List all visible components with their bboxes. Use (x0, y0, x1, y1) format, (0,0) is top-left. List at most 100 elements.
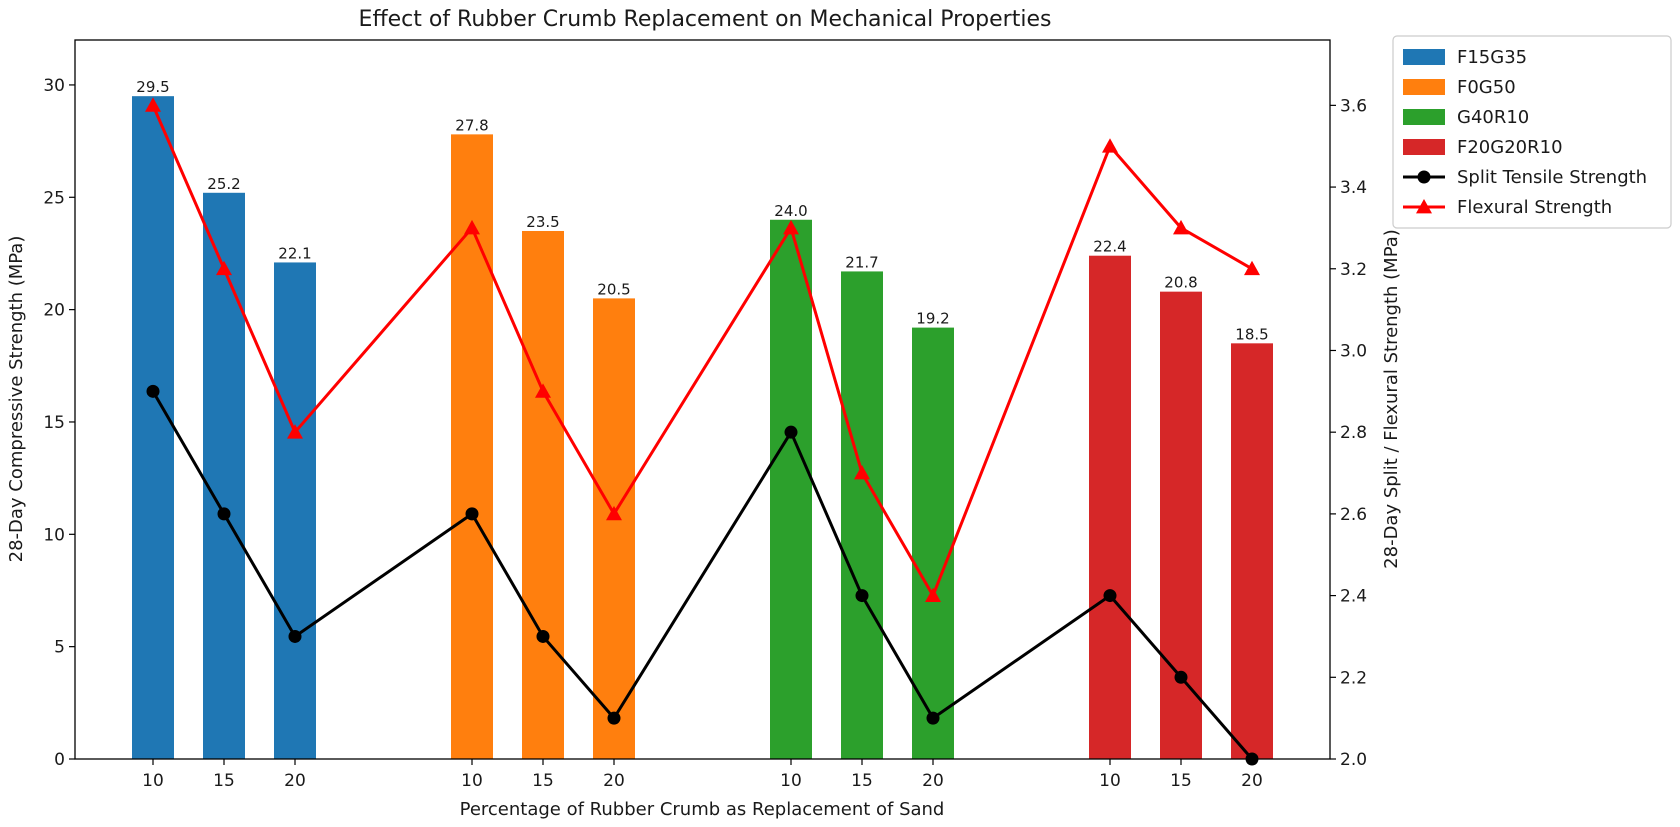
legend-swatch (1403, 79, 1445, 95)
plot-frame (74, 39, 1331, 760)
x-axis-label: Percentage of Rubber Crumb as Replacemen… (460, 799, 945, 820)
data-label: 22.1 (278, 244, 311, 262)
flexural-strength-point (145, 97, 161, 112)
y-axis-right-label: 28-Day Split / Flexural Strength (MPa) (1381, 229, 1402, 569)
legend: F15G35 F0G50 G40R10 F20G20R10 Split Tensile … (1392, 35, 1672, 229)
data-label: 20.5 (597, 280, 630, 298)
flexural-strength-point (464, 219, 480, 235)
y-right-tick-label: 2.4 (1340, 587, 1367, 607)
y-tick-label: 30 (43, 76, 65, 96)
flexural-strength-point (287, 424, 303, 439)
legend-marker (1416, 199, 1432, 214)
flexural-strength-line (151, 104, 1253, 598)
bar-F20G20R10-20 (1231, 343, 1273, 759)
axes: 0 5 10 15 20 25 30 2.0 2.2 2.4 2.6 2.8 3.0 3.2 3.4 3.6 1… (43, 76, 1367, 791)
y-right-tick-label: 2.6 (1340, 505, 1367, 525)
x-tick-label: 10 (142, 771, 164, 791)
y-right-tick-label: 2.0 (1340, 750, 1367, 770)
data-label: 27.8 (455, 116, 488, 134)
x-tick-label: 20 (284, 771, 306, 791)
x-tick-label: 20 (922, 771, 944, 791)
y-tick-label: 20 (43, 301, 65, 321)
bar-G40R10-10 (770, 219, 812, 759)
y-tick-label: 25 (43, 188, 65, 208)
split-tensile-strength-point (217, 507, 231, 521)
legend-label: F0G50 (1457, 77, 1516, 98)
flexural-strength-point (925, 587, 941, 602)
x-tick-label: 15 (213, 771, 235, 791)
split-tensile-strength-point (1103, 589, 1117, 603)
bar-F15G35-15 (203, 192, 245, 760)
y-tick-label: 10 (43, 525, 65, 545)
legend-label: G40R10 (1457, 107, 1529, 128)
legend-label: Split Tensile Strength (1457, 167, 1647, 188)
legend-swatch (1403, 139, 1445, 155)
bars: 29.5 25.2 22.1 27.8 23.5 20.5 24.0 21.7 19.2 22.4… (132, 78, 1273, 760)
legend-swatch (1403, 49, 1445, 65)
flexural-strength-point (535, 383, 551, 398)
x-tick-label: 10 (1099, 771, 1121, 791)
y-axis-label: 28-Day Compressive Strength (MPa) (6, 236, 27, 563)
x-tick-label: 15 (851, 771, 873, 791)
chart-title: Effect of Rubber Crumb Replacement on Me… (359, 7, 1052, 32)
legend-marker (1417, 170, 1431, 184)
bar-F0G50-20 (593, 298, 635, 759)
y-right-tick-label: 3.4 (1340, 178, 1367, 198)
x-tick-label: 15 (1170, 771, 1192, 791)
flexural-strength-point (1102, 138, 1118, 153)
split-tensile-strength-point (855, 589, 869, 603)
y-right-tick-label: 3.6 (1340, 96, 1367, 116)
bar-F15G35-20 (274, 262, 316, 759)
split-tensile-strength-point (1174, 670, 1188, 684)
x-tick-label: 10 (780, 771, 802, 791)
data-label: 21.7 (845, 253, 878, 271)
flexural-strength-point (1244, 260, 1260, 276)
y-tick-label: 5 (54, 638, 65, 658)
data-label: 20.8 (1164, 274, 1197, 292)
data-label: 29.5 (136, 78, 169, 96)
split-tensile-strength-point (784, 425, 798, 439)
x-tick-label: 10 (461, 771, 483, 791)
split-tensile-strength-point (288, 629, 302, 643)
data-label: 18.5 (1235, 325, 1268, 343)
data-label: 23.5 (526, 213, 559, 231)
legend-label: Flexural Strength (1457, 197, 1612, 218)
bar-F0G50-15 (522, 230, 564, 759)
bar-G40R10-20 (912, 327, 954, 759)
x-tick-label: 20 (603, 771, 625, 791)
split-tensile-strength-point (607, 711, 621, 725)
x-tick-label: 20 (1241, 771, 1263, 791)
flexural-strength-point (1173, 219, 1189, 235)
y-tick-label: 0 (54, 750, 65, 770)
y-right-tick-label: 3.0 (1340, 341, 1367, 361)
flexural-strength-point (854, 465, 870, 480)
split-tensile-strength-point (536, 629, 550, 643)
data-label: 19.2 (916, 310, 949, 328)
data-label: 25.2 (207, 175, 240, 193)
y-right-tick-label: 3.2 (1340, 260, 1367, 280)
flexural-strength-point (216, 260, 232, 276)
split-tensile-strength-line (151, 390, 1254, 760)
x-tick-label: 15 (532, 771, 554, 791)
data-label: 22.4 (1093, 238, 1126, 256)
y-right-tick-label: 2.8 (1340, 423, 1367, 443)
bar-G40R10-15 (841, 271, 883, 759)
bar-F15G35-10 (132, 96, 174, 759)
legend-label: F15G35 (1457, 47, 1527, 68)
flexural-strength-point (606, 505, 622, 521)
data-label: 24.0 (774, 202, 807, 220)
lines (145, 97, 1260, 766)
y-right-tick-label: 2.2 (1340, 668, 1367, 688)
split-tensile-strength-point (926, 711, 940, 725)
y-tick-label: 15 (43, 413, 65, 433)
split-tensile-strength-point (146, 384, 160, 398)
bar-F20G20R10-15 (1160, 291, 1202, 759)
flexural-strength-point (783, 219, 799, 235)
legend-label: F20G20R10 (1457, 137, 1563, 158)
split-tensile-strength-point (465, 507, 479, 521)
bar-F20G20R10-10 (1089, 255, 1131, 759)
legend-swatch (1403, 109, 1445, 125)
bar-F0G50-10 (451, 134, 493, 759)
legend-box (1392, 35, 1672, 229)
